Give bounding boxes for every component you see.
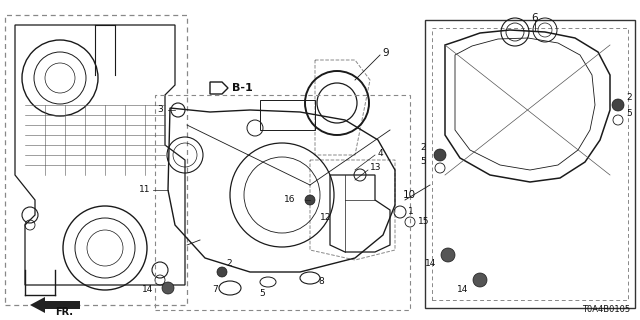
Bar [425,20,635,308]
Text: 4: 4 [378,148,383,157]
Text: 14: 14 [456,285,468,294]
Text: 6: 6 [532,13,538,23]
Bar [432,28,628,300]
Text: 7: 7 [212,285,218,294]
Circle shape [441,248,455,262]
Text: 2: 2 [226,260,232,268]
Text: B-1: B-1 [232,83,253,93]
Text: 3: 3 [157,106,163,115]
Text: 13: 13 [370,164,381,172]
Text: 2: 2 [626,93,632,102]
Text: 5: 5 [626,109,632,118]
Text: 2: 2 [420,143,426,153]
Text: 16: 16 [284,196,295,204]
Circle shape [612,99,624,111]
Text: 15: 15 [418,218,429,227]
Circle shape [305,195,315,205]
Circle shape [434,149,446,161]
Text: 8: 8 [318,277,324,286]
Text: T0A4B0105: T0A4B0105 [582,306,630,315]
Text: 14: 14 [141,285,153,294]
Text: FR.: FR. [55,307,73,317]
Text: 14: 14 [424,259,436,268]
Bar [155,95,410,310]
Text: 10: 10 [403,190,416,200]
Bar [5,15,187,305]
Text: 12: 12 [320,213,332,222]
Text: 9: 9 [382,48,388,58]
Circle shape [162,282,174,294]
Text: 1: 1 [408,207,413,217]
Circle shape [473,273,487,287]
Bar [260,100,315,130]
Text: 5: 5 [420,157,426,166]
FancyArrow shape [30,297,80,313]
Text: 5: 5 [259,290,265,299]
Text: 11: 11 [138,186,150,195]
Circle shape [217,267,227,277]
